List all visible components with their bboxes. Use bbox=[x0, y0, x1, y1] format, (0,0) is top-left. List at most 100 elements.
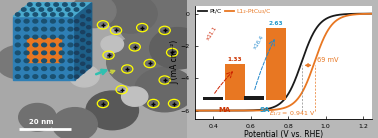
Circle shape bbox=[42, 19, 46, 23]
Polygon shape bbox=[75, 3, 92, 80]
Circle shape bbox=[59, 43, 64, 47]
Circle shape bbox=[42, 51, 46, 55]
Circle shape bbox=[75, 59, 79, 62]
Circle shape bbox=[42, 59, 46, 63]
Circle shape bbox=[50, 59, 55, 63]
Circle shape bbox=[59, 75, 64, 78]
Circle shape bbox=[81, 46, 85, 49]
Circle shape bbox=[75, 43, 79, 47]
Circle shape bbox=[68, 59, 73, 63]
Circle shape bbox=[57, 8, 61, 11]
Circle shape bbox=[36, 3, 41, 6]
Circle shape bbox=[87, 34, 91, 37]
Circle shape bbox=[50, 35, 55, 39]
Circle shape bbox=[75, 75, 79, 78]
Circle shape bbox=[68, 27, 73, 31]
Circle shape bbox=[50, 19, 55, 23]
Circle shape bbox=[19, 104, 56, 131]
Circle shape bbox=[107, 37, 174, 87]
Circle shape bbox=[0, 46, 41, 79]
Circle shape bbox=[42, 13, 46, 16]
Circle shape bbox=[15, 67, 20, 71]
Polygon shape bbox=[13, 17, 75, 80]
Circle shape bbox=[71, 0, 116, 28]
Circle shape bbox=[81, 62, 85, 65]
Circle shape bbox=[75, 35, 79, 39]
Circle shape bbox=[105, 0, 157, 33]
Circle shape bbox=[87, 18, 91, 21]
Circle shape bbox=[65, 8, 70, 11]
Circle shape bbox=[37, 14, 75, 41]
Circle shape bbox=[33, 67, 38, 71]
Circle shape bbox=[15, 51, 20, 55]
Text: $E_{1/2}$ = 0.941 V: $E_{1/2}$ = 0.941 V bbox=[268, 109, 315, 118]
Circle shape bbox=[81, 70, 85, 73]
Circle shape bbox=[24, 59, 29, 63]
Circle shape bbox=[24, 75, 29, 78]
Text: 20 nm: 20 nm bbox=[29, 119, 54, 125]
Circle shape bbox=[59, 13, 64, 16]
Circle shape bbox=[59, 67, 64, 71]
Circle shape bbox=[28, 3, 32, 6]
Circle shape bbox=[68, 35, 73, 39]
Circle shape bbox=[81, 31, 85, 34]
Circle shape bbox=[68, 19, 73, 23]
Polygon shape bbox=[13, 3, 92, 17]
Circle shape bbox=[75, 20, 79, 23]
Circle shape bbox=[39, 8, 43, 11]
Circle shape bbox=[75, 28, 79, 31]
Circle shape bbox=[33, 51, 38, 55]
Circle shape bbox=[15, 75, 20, 78]
Circle shape bbox=[33, 75, 38, 78]
Circle shape bbox=[45, 3, 50, 6]
Circle shape bbox=[33, 13, 37, 16]
Circle shape bbox=[22, 8, 26, 11]
Circle shape bbox=[68, 51, 73, 55]
Circle shape bbox=[24, 19, 29, 23]
Circle shape bbox=[118, 0, 200, 51]
Y-axis label: J (mA cm⁻²): J (mA cm⁻²) bbox=[170, 40, 179, 84]
Circle shape bbox=[42, 35, 46, 39]
Circle shape bbox=[33, 19, 38, 23]
Circle shape bbox=[50, 75, 55, 78]
Circle shape bbox=[50, 27, 55, 31]
Circle shape bbox=[15, 27, 20, 31]
Circle shape bbox=[33, 43, 38, 47]
Circle shape bbox=[68, 43, 73, 47]
Circle shape bbox=[15, 59, 20, 63]
Circle shape bbox=[59, 51, 64, 55]
Circle shape bbox=[135, 68, 195, 112]
Circle shape bbox=[24, 35, 29, 39]
Circle shape bbox=[68, 13, 73, 16]
Circle shape bbox=[87, 49, 91, 52]
Circle shape bbox=[59, 59, 64, 63]
Circle shape bbox=[42, 75, 46, 78]
Circle shape bbox=[87, 42, 91, 45]
Legend: Pt/C, L1₂-PtCu₃/C: Pt/C, L1₂-PtCu₃/C bbox=[195, 6, 273, 16]
Circle shape bbox=[87, 26, 91, 29]
Circle shape bbox=[50, 43, 55, 47]
Circle shape bbox=[48, 8, 53, 11]
Circle shape bbox=[101, 36, 124, 52]
Circle shape bbox=[59, 27, 64, 31]
Circle shape bbox=[81, 54, 85, 57]
Circle shape bbox=[42, 43, 46, 47]
Circle shape bbox=[75, 67, 79, 70]
Circle shape bbox=[81, 15, 85, 18]
Circle shape bbox=[33, 59, 38, 63]
Circle shape bbox=[80, 3, 85, 6]
Circle shape bbox=[33, 27, 38, 31]
Circle shape bbox=[24, 51, 29, 55]
Circle shape bbox=[24, 27, 29, 31]
Circle shape bbox=[74, 8, 79, 11]
Circle shape bbox=[24, 13, 29, 16]
Circle shape bbox=[63, 3, 67, 6]
Circle shape bbox=[53, 108, 97, 138]
Circle shape bbox=[69, 65, 99, 87]
Circle shape bbox=[54, 3, 58, 6]
Circle shape bbox=[50, 51, 55, 55]
Circle shape bbox=[87, 57, 91, 60]
Circle shape bbox=[15, 19, 20, 23]
Circle shape bbox=[59, 19, 64, 23]
Polygon shape bbox=[27, 38, 61, 62]
